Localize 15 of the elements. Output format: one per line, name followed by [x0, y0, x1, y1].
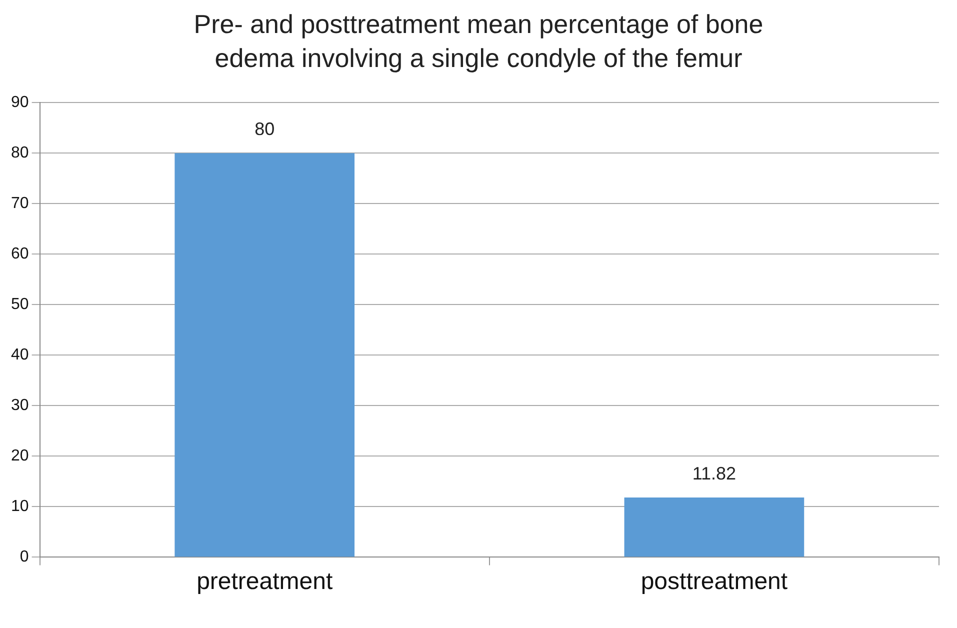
y-tick-label: 0	[20, 548, 29, 566]
y-tick-label: 90	[11, 94, 29, 111]
y-tick-label: 70	[11, 194, 29, 212]
x-tick-label: pretreatment	[196, 568, 333, 595]
y-tick-label: 50	[11, 296, 29, 313]
data-label: 80	[254, 118, 275, 139]
y-tick-label: 30	[11, 396, 29, 414]
y-tick-label: 10	[11, 498, 29, 515]
x-tick-label: posttreatment	[640, 568, 788, 595]
y-tick-label: 60	[11, 245, 29, 262]
chart-title: Pre- and posttreatment mean percentage of bone edema involving a single condyle of the femur	[192, 8, 764, 75]
data-label: 11.82	[692, 463, 736, 484]
y-tick-label: 40	[11, 346, 29, 364]
y-tick-label: 20	[11, 447, 29, 464]
y-tick-label: 80	[11, 144, 29, 162]
